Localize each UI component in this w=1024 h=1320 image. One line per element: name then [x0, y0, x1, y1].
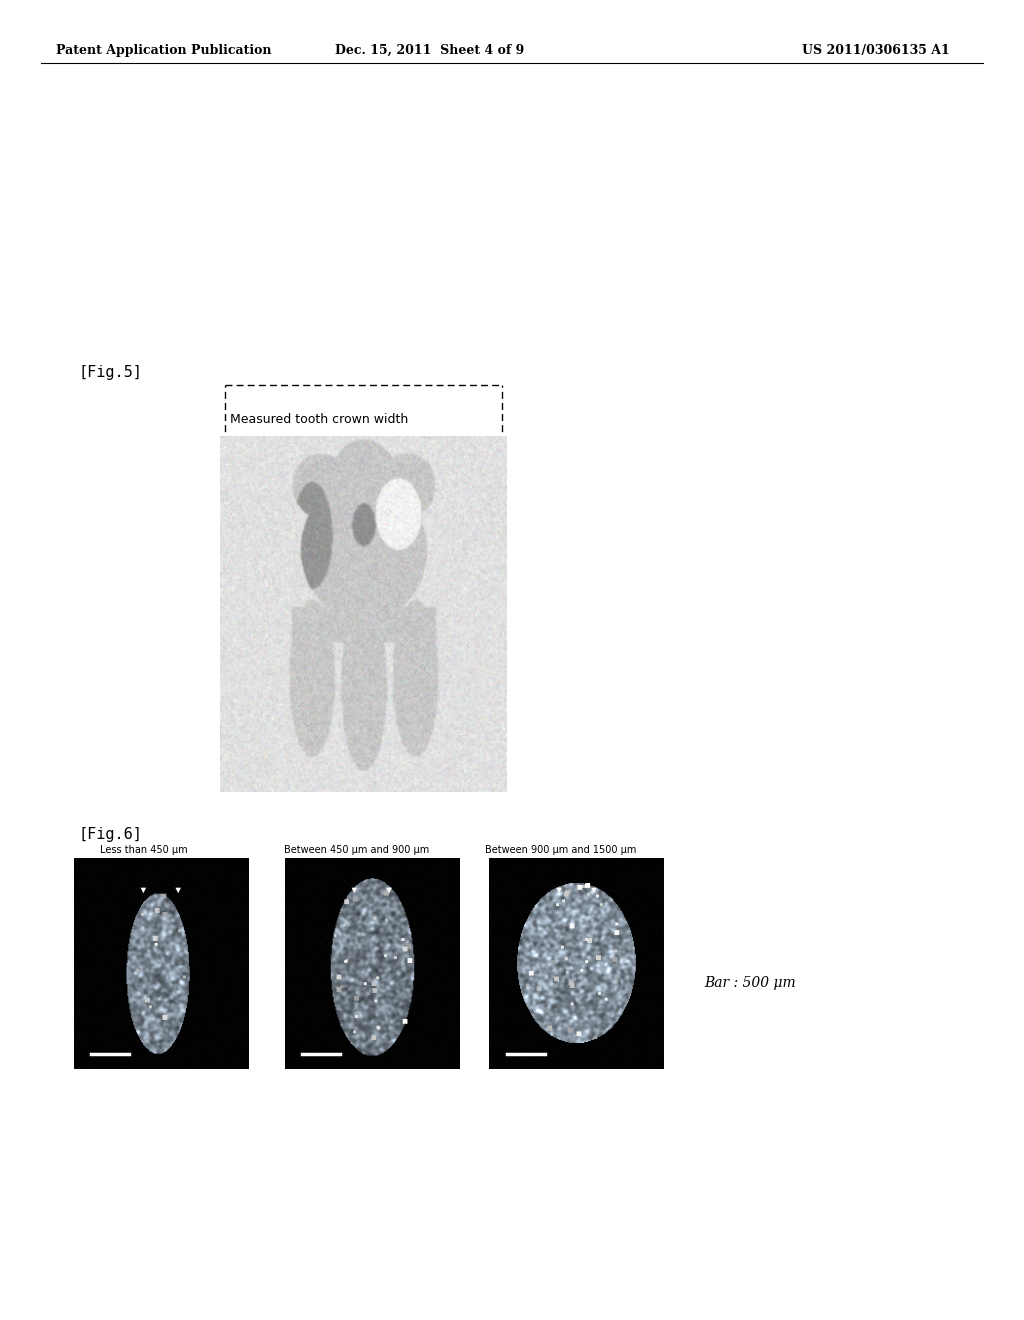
Text: [Fig.5]: [Fig.5]: [79, 364, 142, 380]
Text: US 2011/0306135 A1: US 2011/0306135 A1: [802, 44, 949, 57]
Text: Less than 450 μm: Less than 450 μm: [99, 845, 187, 855]
Text: Patent Application Publication: Patent Application Publication: [56, 44, 271, 57]
Text: Measured tooth crown width: Measured tooth crown width: [230, 413, 409, 426]
Text: Between 900 μm and 1500 μm: Between 900 μm and 1500 μm: [485, 845, 637, 855]
Text: Dec. 15, 2011  Sheet 4 of 9: Dec. 15, 2011 Sheet 4 of 9: [336, 44, 524, 57]
Text: Bar : 500 μm: Bar : 500 μm: [705, 977, 796, 990]
Text: [Fig.6]: [Fig.6]: [79, 826, 142, 842]
Text: Between 450 μm and 900 μm: Between 450 μm and 900 μm: [284, 845, 429, 855]
